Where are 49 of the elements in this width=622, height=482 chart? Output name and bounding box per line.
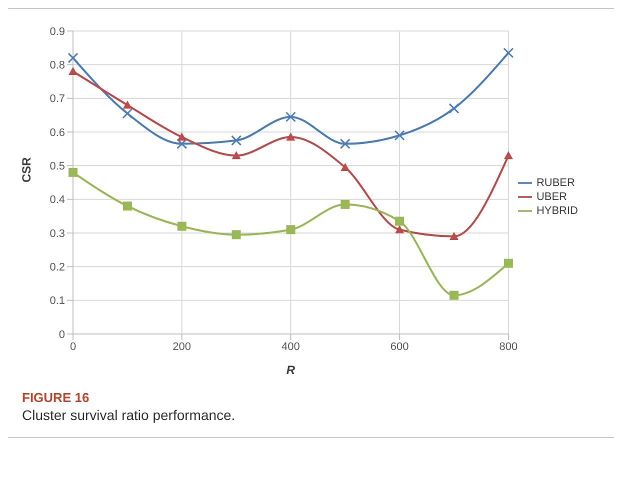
- y-tick-label: 0.1: [50, 295, 65, 308]
- x-tick-label: 400: [282, 340, 300, 353]
- y-axis-title: CSR: [19, 156, 34, 182]
- point: [504, 258, 513, 268]
- point: [68, 168, 78, 177]
- x-tick-label: 200: [172, 340, 192, 353]
- point: [177, 222, 186, 231]
- point: [450, 290, 459, 300]
- point: [286, 132, 296, 141]
- point: [395, 216, 404, 226]
- x-tick-label: 0: [70, 340, 76, 353]
- point: [68, 66, 78, 75]
- point: [340, 200, 350, 209]
- legend-label: RUBER: [536, 176, 575, 188]
- legend-label: HYBRID: [536, 204, 578, 216]
- point: [340, 138, 350, 150]
- y-tick-label: 0.2: [50, 262, 65, 274]
- y-tick-label: 0.5: [50, 160, 65, 173]
- y-tick-label: 0.9: [50, 26, 65, 38]
- point: [394, 130, 405, 141]
- point: [232, 151, 241, 160]
- y-tick-label: 0: [58, 328, 65, 341]
- point: [503, 48, 514, 58]
- x-tick-label: 800: [499, 340, 518, 353]
- x-axis-title: R: [286, 363, 296, 377]
- point: [286, 225, 296, 234]
- point: [177, 132, 186, 141]
- point: [122, 202, 132, 211]
- x-tick-label: 600: [390, 340, 409, 353]
- point: [176, 138, 188, 150]
- point: [504, 151, 513, 160]
- point: [122, 108, 133, 119]
- text: Cluster survival ratio performance.: [22, 407, 236, 423]
- point: [450, 232, 459, 240]
- point: [448, 103, 460, 114]
- y-tick-label: 0.4: [50, 194, 65, 206]
- y-tick-label: 0.7: [50, 93, 65, 106]
- point: [395, 225, 404, 234]
- y-tick-label: 0.3: [50, 228, 65, 240]
- text: FIGURE 16: [22, 390, 90, 405]
- point: [285, 112, 296, 122]
- point: [340, 162, 350, 171]
- point: [232, 230, 241, 240]
- point: [122, 100, 132, 109]
- y-tick-label: 0.6: [50, 126, 65, 139]
- point: [231, 135, 242, 146]
- legend-label: UBER: [536, 190, 567, 202]
- y-tick-label: 0.8: [50, 60, 65, 72]
- point: [68, 52, 78, 64]
